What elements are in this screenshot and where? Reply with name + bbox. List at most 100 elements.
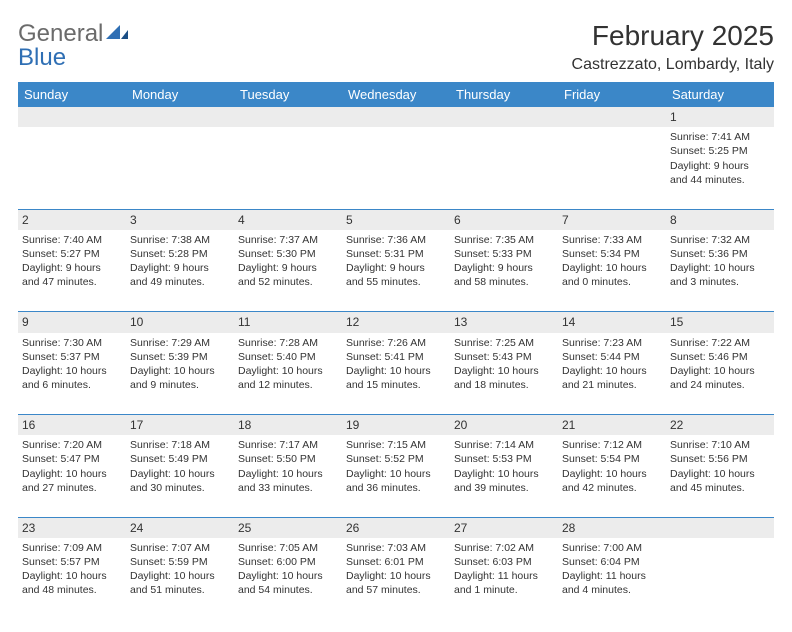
cell-line: Sunset: 5:39 PM	[130, 350, 230, 364]
cell-line: Sunrise: 7:37 AM	[238, 233, 338, 247]
cell-line: Sunset: 5:41 PM	[346, 350, 446, 364]
cell-line: Daylight: 10 hours	[670, 261, 770, 275]
day-number: 2	[18, 209, 126, 230]
day-number: 28	[558, 517, 666, 538]
day-number	[234, 107, 342, 127]
day-number: 24	[126, 517, 234, 538]
cell-line: Sunset: 5:56 PM	[670, 452, 770, 466]
calendar-header: SundayMondayTuesdayWednesdayThursdayFrid…	[18, 82, 774, 107]
day-cell: Sunrise: 7:22 AMSunset: 5:46 PMDaylight:…	[666, 333, 774, 415]
cell-line: Sunrise: 7:05 AM	[238, 541, 338, 555]
sail-icon	[106, 20, 130, 48]
day-cell	[18, 127, 126, 209]
cell-line: and 15 minutes.	[346, 378, 446, 392]
day-header: Tuesday	[234, 82, 342, 107]
cell-line: Sunset: 5:59 PM	[130, 555, 230, 569]
cell-line: Daylight: 10 hours	[346, 364, 446, 378]
cell-line: and 0 minutes.	[562, 275, 662, 289]
day-cell: Sunrise: 7:41 AMSunset: 5:25 PMDaylight:…	[666, 127, 774, 209]
day-cell: Sunrise: 7:30 AMSunset: 5:37 PMDaylight:…	[18, 333, 126, 415]
cell-line: Sunset: 5:53 PM	[454, 452, 554, 466]
cell-line: Sunrise: 7:35 AM	[454, 233, 554, 247]
daynum-row: 16171819202122	[18, 415, 774, 436]
cell-line: Sunset: 5:31 PM	[346, 247, 446, 261]
cell-line: Daylight: 9 hours	[670, 159, 770, 173]
day-number: 22	[666, 415, 774, 436]
cell-line: Sunset: 5:28 PM	[130, 247, 230, 261]
day-number: 21	[558, 415, 666, 436]
day-cell: Sunrise: 7:09 AMSunset: 5:57 PMDaylight:…	[18, 538, 126, 620]
day-number: 4	[234, 209, 342, 230]
cell-line: Sunrise: 7:41 AM	[670, 130, 770, 144]
cell-line: Sunrise: 7:29 AM	[130, 336, 230, 350]
cell-line: and 52 minutes.	[238, 275, 338, 289]
cell-line: and 39 minutes.	[454, 481, 554, 495]
cell-line: Daylight: 10 hours	[346, 569, 446, 583]
cell-line: Sunrise: 7:20 AM	[22, 438, 122, 452]
day-number	[342, 107, 450, 127]
day-header: Saturday	[666, 82, 774, 107]
day-number	[558, 107, 666, 127]
cell-line: Daylight: 10 hours	[670, 467, 770, 481]
day-cell: Sunrise: 7:23 AMSunset: 5:44 PMDaylight:…	[558, 333, 666, 415]
cell-line: and 42 minutes.	[562, 481, 662, 495]
cell-line: Sunset: 5:43 PM	[454, 350, 554, 364]
day-number: 12	[342, 312, 450, 333]
cell-line: and 1 minute.	[454, 583, 554, 597]
cell-line: and 49 minutes.	[130, 275, 230, 289]
cell-line: Sunset: 5:33 PM	[454, 247, 554, 261]
day-number: 17	[126, 415, 234, 436]
cell-line: Sunset: 6:00 PM	[238, 555, 338, 569]
cell-line: Sunrise: 7:09 AM	[22, 541, 122, 555]
cell-line: Daylight: 10 hours	[130, 569, 230, 583]
day-cell: Sunrise: 7:02 AMSunset: 6:03 PMDaylight:…	[450, 538, 558, 620]
cell-line: Sunrise: 7:15 AM	[346, 438, 446, 452]
header-row: GeneralBlue February 2025 Castrezzato, L…	[18, 20, 774, 74]
cell-line: Sunset: 6:04 PM	[562, 555, 662, 569]
day-header: Wednesday	[342, 82, 450, 107]
day-number: 1	[666, 107, 774, 127]
cell-line: Daylight: 10 hours	[562, 467, 662, 481]
calendar-body: 1Sunrise: 7:41 AMSunset: 5:25 PMDaylight…	[18, 107, 774, 620]
cell-line: Sunset: 5:37 PM	[22, 350, 122, 364]
cell-line: and 44 minutes.	[670, 173, 770, 187]
day-cell	[234, 127, 342, 209]
cell-line: Daylight: 10 hours	[238, 364, 338, 378]
cell-line: Sunrise: 7:38 AM	[130, 233, 230, 247]
day-number: 11	[234, 312, 342, 333]
cell-line: Daylight: 9 hours	[22, 261, 122, 275]
day-cell: Sunrise: 7:37 AMSunset: 5:30 PMDaylight:…	[234, 230, 342, 312]
cell-line: Sunrise: 7:40 AM	[22, 233, 122, 247]
cell-line: Sunset: 5:25 PM	[670, 144, 770, 158]
cell-line: Sunrise: 7:18 AM	[130, 438, 230, 452]
cell-line: Daylight: 10 hours	[22, 467, 122, 481]
day-number	[18, 107, 126, 127]
day-cell: Sunrise: 7:07 AMSunset: 5:59 PMDaylight:…	[126, 538, 234, 620]
cell-line: Sunrise: 7:10 AM	[670, 438, 770, 452]
cell-line: Sunset: 5:40 PM	[238, 350, 338, 364]
day-cell	[666, 538, 774, 620]
day-cell: Sunrise: 7:18 AMSunset: 5:49 PMDaylight:…	[126, 435, 234, 517]
cell-line: and 21 minutes.	[562, 378, 662, 392]
day-header: Monday	[126, 82, 234, 107]
cell-line: and 47 minutes.	[22, 275, 122, 289]
day-number: 9	[18, 312, 126, 333]
month-title: February 2025	[572, 20, 774, 52]
cell-line: Daylight: 9 hours	[346, 261, 446, 275]
day-number: 25	[234, 517, 342, 538]
cell-line: and 58 minutes.	[454, 275, 554, 289]
daynum-row: 2345678	[18, 209, 774, 230]
cell-line: Daylight: 11 hours	[562, 569, 662, 583]
cell-line: and 45 minutes.	[670, 481, 770, 495]
cell-line: Daylight: 10 hours	[22, 569, 122, 583]
cell-line: and 55 minutes.	[346, 275, 446, 289]
day-header: Sunday	[18, 82, 126, 107]
calendar-page: GeneralBlue February 2025 Castrezzato, L…	[0, 0, 792, 632]
day-number: 6	[450, 209, 558, 230]
day-number: 26	[342, 517, 450, 538]
cell-line: Sunset: 5:30 PM	[238, 247, 338, 261]
cell-line: Sunrise: 7:22 AM	[670, 336, 770, 350]
cell-line: Sunrise: 7:07 AM	[130, 541, 230, 555]
day-number: 16	[18, 415, 126, 436]
day-cell: Sunrise: 7:12 AMSunset: 5:54 PMDaylight:…	[558, 435, 666, 517]
